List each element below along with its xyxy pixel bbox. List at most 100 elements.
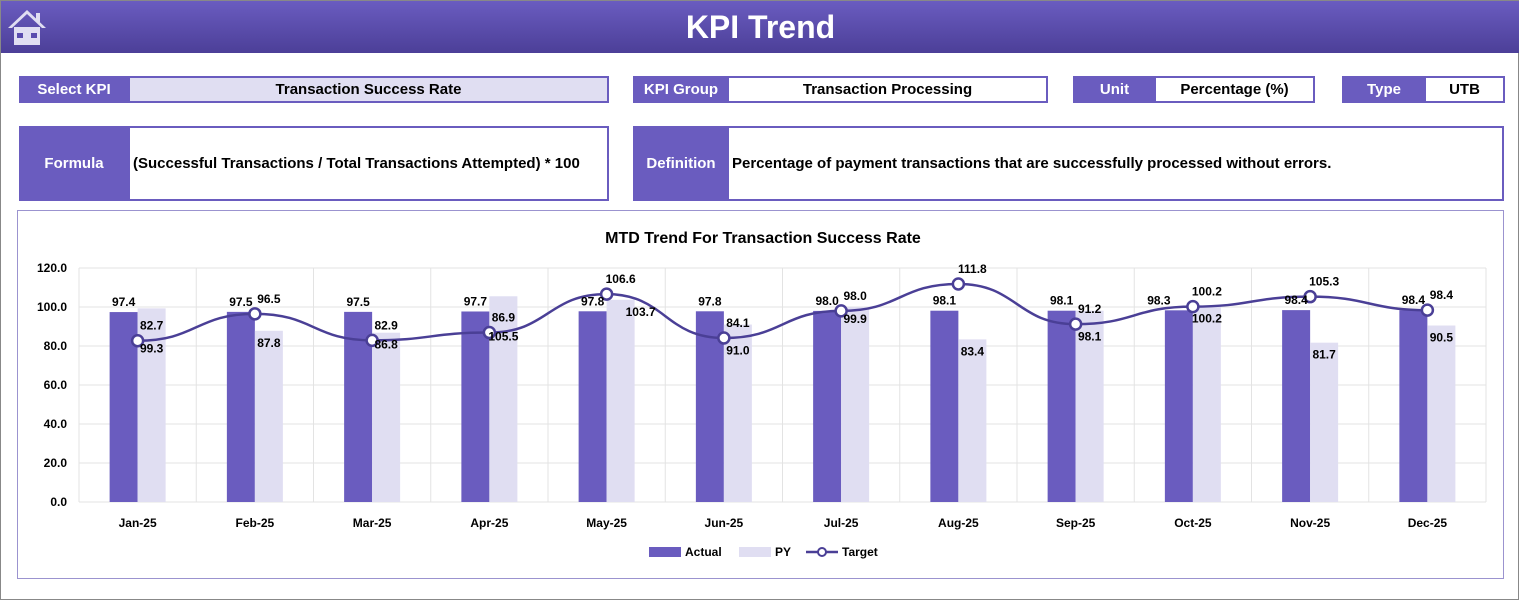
actual-bar [930,310,959,502]
py-data-label: 100.2 [1192,312,1222,326]
y-tick-label: 60.0 [44,378,68,392]
legend-py: PY [775,545,791,559]
type-label: Type [1342,76,1426,103]
target-data-label: 91.2 [1078,302,1102,316]
y-tick-label: 0.0 [50,495,67,509]
py-bar [606,299,635,502]
py-data-label: 99.9 [843,312,867,326]
x-tick-label: May-25 [586,516,627,530]
actual-data-label: 97.8 [581,294,605,308]
py-bar [841,307,870,502]
py-bar [958,339,987,502]
type-value: UTB [1424,76,1505,103]
x-tick-label: Apr-25 [470,516,508,530]
py-bar [489,296,518,502]
target-data-label: 100.2 [1192,285,1222,299]
legend-py-swatch [739,547,771,557]
py-data-label: 81.7 [1312,348,1336,362]
chart-title: MTD Trend For Transaction Success Rate [605,230,921,247]
actual-bar [813,310,842,502]
py-bar [1075,310,1104,502]
x-tick-label: Mar-25 [353,516,392,530]
header: KPI Trend [1,1,1519,53]
x-tick-label: Aug-25 [938,516,979,530]
legend-actual: Actual [685,545,722,559]
py-data-label: 98.1 [1078,330,1102,344]
formula-label: Formula [19,126,129,201]
actual-data-label: 98.3 [1147,293,1171,307]
y-tick-label: 40.0 [44,417,68,431]
py-data-label: 83.4 [961,344,985,358]
actual-data-label: 98.1 [933,294,957,308]
py-bar [723,324,752,502]
actual-data-label: 97.5 [346,295,370,309]
chart-svg: MTD Trend For Transaction Success Rate 0… [37,230,1487,559]
actual-data-label: 98.4 [1284,293,1308,307]
py-bar [1192,306,1221,502]
x-tick-label: Oct-25 [1174,516,1212,530]
x-tick-label: Sep-25 [1056,516,1096,530]
page-title: KPI Trend [685,8,836,45]
legend-target-marker [817,547,827,557]
kpi-group-label: KPI Group [633,76,729,103]
target-point [717,331,731,345]
py-data-label: 103.7 [626,305,656,319]
py-bar [372,332,401,502]
unit-value: Percentage (%) [1154,76,1315,103]
actual-bar [1399,310,1428,502]
actual-data-label: 97.5 [229,295,253,309]
py-bar [1310,342,1339,502]
target-data-label: 98.4 [1430,288,1454,302]
y-tick-label: 80.0 [44,339,68,353]
x-tick-label: Dec-25 [1408,516,1448,530]
actual-data-label: 97.7 [464,294,488,308]
y-tick-label: 120.0 [37,261,67,275]
target-data-label: 106.6 [606,272,636,286]
target-point [248,307,262,321]
target-point [1420,303,1435,317]
target-point [834,304,848,318]
home-icon[interactable] [5,7,49,47]
actual-data-label: 97.4 [112,295,136,309]
y-tick-label: 20.0 [44,456,68,470]
target-point [1303,289,1317,304]
legend-actual-swatch [649,547,681,557]
target-data-label: 96.5 [257,292,281,306]
actual-bar [461,311,490,502]
select-kpi-label: Select KPI [19,76,129,103]
py-data-label: 99.3 [140,341,164,355]
target-data-label: 82.9 [374,318,398,332]
x-tick-label: Nov-25 [1290,516,1330,530]
target-point [1068,317,1083,331]
target-data-label: 111.8 [958,262,987,276]
target-point [1186,299,1200,314]
py-data-label: 87.8 [257,336,281,350]
py-bar [254,330,283,502]
target-data-label: 86.9 [492,311,516,325]
target-point [951,277,966,291]
definition-value: Percentage of payment transactions that … [727,126,1504,201]
target-data-label: 98.0 [843,289,867,303]
x-tick-label: Jul-25 [824,516,859,530]
actual-bar [1164,310,1193,502]
target-point [130,333,145,348]
py-bar [1427,325,1456,502]
x-tick-label: Jan-25 [119,516,157,530]
select-kpi-dropdown[interactable]: Transaction Success Rate [128,76,609,103]
py-data-label: 90.5 [1430,331,1454,345]
kpi-group-value: Transaction Processing [727,76,1048,103]
actual-bar [226,311,255,502]
x-tick-label: Jun-25 [705,516,744,530]
y-tick-label: 100.0 [37,300,67,314]
target-data-label: 105.3 [1309,275,1339,289]
legend-target: Target [842,545,878,559]
py-data-label: 105.5 [488,329,518,343]
actual-data-label: 97.8 [698,294,722,308]
formula-value: (Successful Transactions / Total Transac… [128,126,609,201]
actual-data-label: 98.4 [1402,293,1426,307]
actual-data-label: 98.1 [1050,294,1074,308]
x-tick-label: Feb-25 [236,516,275,530]
target-point [599,287,614,301]
actual-data-label: 98.0 [815,294,839,308]
unit-label: Unit [1073,76,1156,103]
